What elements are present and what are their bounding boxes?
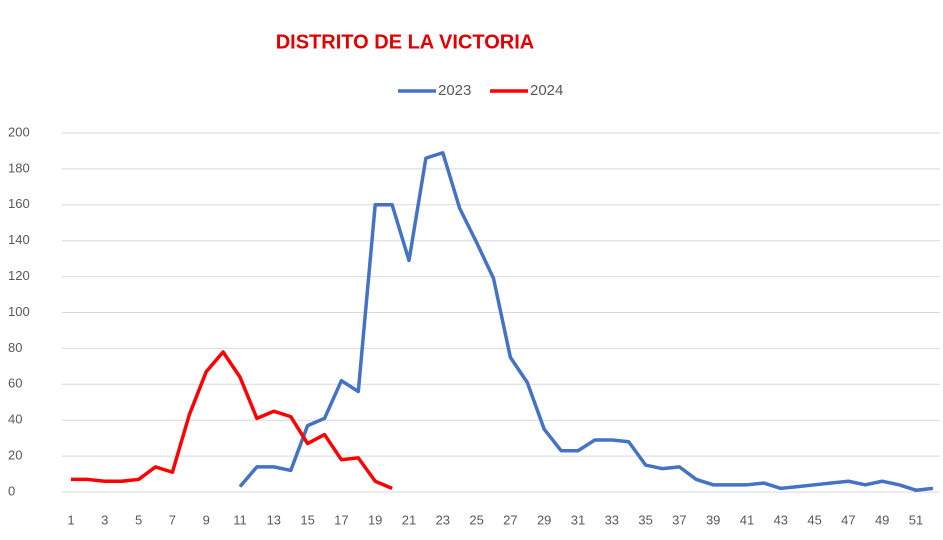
y-tick-label: 200 — [8, 124, 30, 139]
x-tick-label: 41 — [740, 512, 754, 527]
x-tick-label: 29 — [537, 512, 551, 527]
x-tick-label: 39 — [706, 512, 720, 527]
y-tick-label: 0 — [8, 483, 15, 498]
legend-label: 2023 — [438, 82, 471, 99]
x-tick-label: 33 — [605, 512, 619, 527]
x-tick-label: 1 — [67, 512, 74, 527]
x-tick-label: 9 — [203, 512, 210, 527]
y-tick-label: 180 — [8, 160, 30, 175]
x-tick-label: 43 — [774, 512, 788, 527]
x-tick-label: 17 — [334, 512, 348, 527]
x-tick-label: 7 — [169, 512, 176, 527]
chart-title: DISTRITO DE LA VICTORIA — [276, 31, 535, 53]
x-tick-label: 31 — [571, 512, 585, 527]
x-tick-label: 3 — [101, 512, 108, 527]
x-tick-label: 25 — [469, 512, 483, 527]
x-tick-label: 45 — [807, 512, 821, 527]
y-tick-label: 160 — [8, 196, 30, 211]
x-tick-label: 35 — [638, 512, 652, 527]
x-tick-label: 23 — [436, 512, 450, 527]
y-tick-label: 80 — [8, 340, 22, 355]
y-tick-label: 140 — [8, 232, 30, 247]
x-tick-label: 47 — [841, 512, 855, 527]
y-tick-label: 40 — [8, 412, 22, 427]
x-tick-label: 11 — [233, 512, 247, 527]
y-tick-label: 100 — [8, 304, 30, 319]
legend-label: 2024 — [530, 82, 563, 99]
x-tick-label: 5 — [135, 512, 142, 527]
series-line — [71, 350, 393, 491]
x-tick-label: 37 — [672, 512, 686, 527]
series-line — [238, 150, 934, 492]
x-tick-label: 15 — [300, 512, 314, 527]
x-tick-label: 13 — [267, 512, 281, 527]
y-tick-label: 60 — [8, 376, 22, 391]
x-tick-label: 21 — [402, 512, 416, 527]
x-tick-label: 19 — [368, 512, 382, 527]
x-tick-label: 49 — [875, 512, 889, 527]
y-tick-label: 20 — [8, 448, 22, 463]
x-tick-label: 51 — [909, 512, 923, 527]
y-tick-label: 120 — [8, 268, 30, 283]
x-tick-label: 27 — [503, 512, 517, 527]
